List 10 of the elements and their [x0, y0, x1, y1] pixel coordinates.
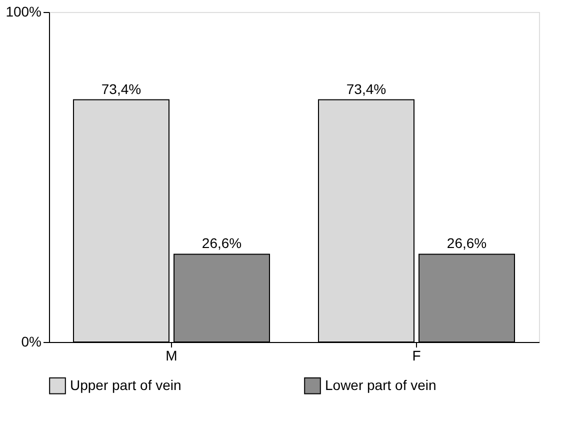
data-label: 73,4% [101, 80, 142, 97]
data-label: 26,6% [446, 235, 487, 252]
y-tick-label: 100% [6, 4, 42, 20]
x-tick-label: M [166, 348, 178, 364]
legend-label: Lower part of vein [325, 376, 436, 393]
y-tick-label: 0% [21, 334, 42, 350]
x-tick-label: F [412, 348, 421, 364]
data-label: 73,4% [346, 80, 386, 97]
legend-label: Upper part of vein [70, 376, 182, 393]
data-label: 26,6% [202, 235, 242, 252]
